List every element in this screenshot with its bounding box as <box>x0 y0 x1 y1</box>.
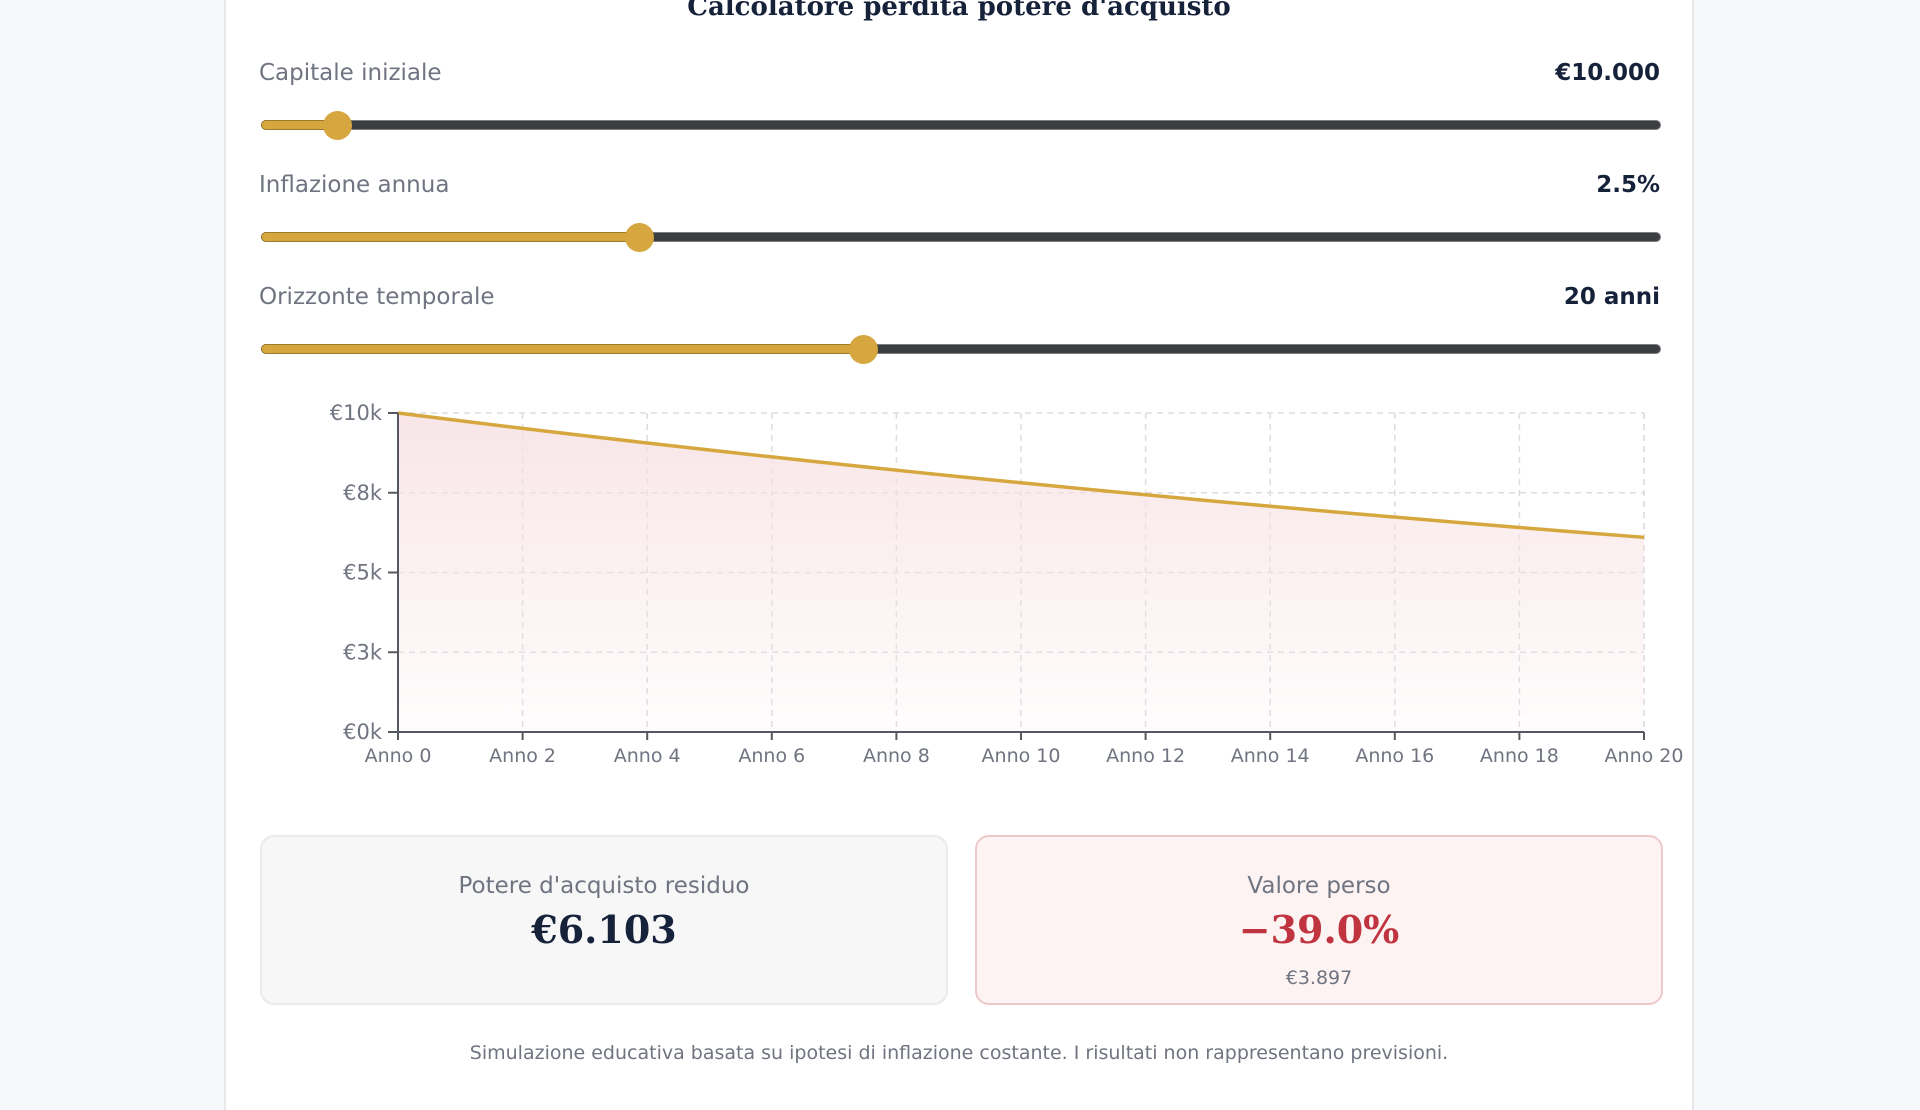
slider-thumb[interactable] <box>625 223 654 252</box>
initial-capital-label: Capitale iniziale <box>259 60 442 86</box>
slider-thumb[interactable] <box>849 335 878 364</box>
y-tick-label: €10k <box>330 401 383 425</box>
lost-value-percent: −39.0% <box>1238 907 1400 952</box>
x-tick-label: Anno 14 <box>1231 745 1310 767</box>
purchasing-power-chart: Anno 0 Anno 2 Anno 4 Anno 6 Anno 8 Anno 10 Ann… <box>330 401 1684 767</box>
annual-inflation-slider[interactable] <box>261 223 1661 252</box>
calculator-title: Calcolatore perdita potere d'acquisto <box>687 0 1231 22</box>
x-tick-label: Anno 12 <box>1106 745 1185 767</box>
initial-capital-value: €10.000 <box>1555 60 1660 86</box>
x-tick-label: Anno 16 <box>1355 745 1434 767</box>
x-tick-label: Anno 6 <box>738 745 805 767</box>
y-tick-label: €0k <box>343 720 383 744</box>
x-tick-label: Anno 2 <box>489 745 556 767</box>
annual-inflation-label: Inflazione annua <box>259 172 450 198</box>
y-tick-label: €5k <box>343 561 383 585</box>
series-line <box>397 411 1645 540</box>
residual-power-card: Potere d'acquisto residuo €6.103 <box>260 835 948 1005</box>
residual-power-value: €6.103 <box>531 907 677 952</box>
lost-value-label: Valore perso <box>1247 873 1391 899</box>
lost-value-amount: €3.897 <box>1285 967 1353 989</box>
residual-power-label: Potere d'acquisto residuo <box>458 873 750 899</box>
x-tick-label: Anno 0 <box>365 745 432 767</box>
x-tick-label: Anno 20 <box>1605 745 1684 767</box>
initial-capital-slider[interactable] <box>261 111 1661 140</box>
time-horizon-value: 20 anni <box>1563 284 1660 310</box>
disclaimer-footnote: Simulazione educativa basata su ipotesi … <box>469 1042 1449 1064</box>
x-tick-label: Anno 18 <box>1480 745 1559 767</box>
x-tick-label: Anno 8 <box>863 745 930 767</box>
time-horizon-label: Orizzonte temporale <box>259 284 495 310</box>
y-tick-label: €8k <box>343 481 383 505</box>
lost-value-card: Valore perso −39.0% €3.897 <box>975 835 1663 1005</box>
x-tick-label: Anno 4 <box>614 745 681 767</box>
annual-inflation-value: 2.5% <box>1596 172 1660 198</box>
area-fill <box>398 413 1644 732</box>
slider-thumb[interactable] <box>322 111 352 140</box>
time-horizon-slider[interactable] <box>261 335 1661 364</box>
calculator-card: Calcolatore perdita potere d'acquisto Ca… <box>224 0 1694 1110</box>
y-tick-label: €3k <box>343 640 383 664</box>
x-tick-label: Anno 10 <box>982 745 1061 767</box>
